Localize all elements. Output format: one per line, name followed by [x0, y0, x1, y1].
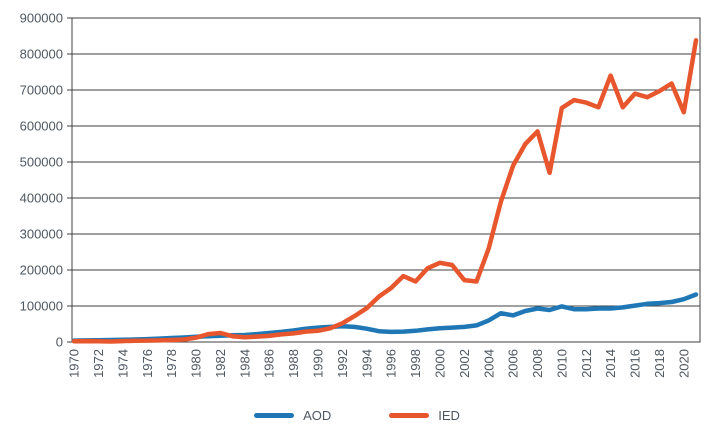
x-axis-label: 2008: [530, 349, 545, 378]
y-axis-label: 400000: [20, 191, 63, 206]
x-axis-label: 1976: [140, 349, 155, 378]
x-axis-label: 2004: [481, 349, 496, 378]
x-axis-label: 1984: [237, 349, 252, 378]
x-axis-label: 2000: [432, 349, 447, 378]
legend-label-ied: IED: [438, 408, 460, 423]
x-axis-label: 2018: [652, 349, 667, 378]
series-ied-line: [71, 38, 699, 344]
x-axis-label: 1988: [286, 349, 301, 378]
x-axis-label: 1978: [164, 349, 179, 378]
y-axis-label: 600000: [20, 119, 63, 134]
legend-swatch-aod: [254, 413, 295, 418]
x-axis-label: 2002: [457, 349, 472, 378]
x-axis-label: 1972: [91, 349, 106, 378]
y-axis-label: 100000: [20, 299, 63, 314]
x-axis-label: 2010: [554, 349, 569, 378]
x-axis-label: 1990: [310, 349, 325, 378]
x-axis-label: 2006: [506, 349, 521, 378]
legend-item-ied: IED: [389, 408, 460, 423]
x-axis-label: 1980: [189, 349, 204, 378]
legend-swatch-ied: [389, 413, 430, 418]
y-axis-label: 300000: [20, 227, 63, 242]
legend-item-aod: AOD: [254, 408, 331, 423]
x-axis-label: 1996: [384, 349, 399, 378]
y-axis-label: 800000: [20, 47, 63, 62]
plot-border: [71, 17, 701, 343]
x-axis-label: 2012: [579, 349, 594, 378]
x-axis-label: 1970: [67, 349, 82, 378]
chart-canvas: 0 100000 200000 300000 400000 500000 600000 700…: [20, 11, 701, 378]
x-axis-label: 1986: [262, 349, 277, 378]
x-axis-label: 1982: [213, 349, 228, 378]
chart-legend: AOD IED: [0, 408, 714, 423]
legend-label-aod: AOD: [303, 408, 332, 423]
x-axis-label: 1974: [115, 349, 130, 378]
x-axis-label: 2014: [603, 349, 618, 378]
series-aod-line: [71, 292, 699, 343]
x-axis-label: 1994: [359, 349, 374, 378]
x-axis-label: 2020: [676, 349, 691, 378]
y-axis-label: 900000: [20, 11, 63, 26]
x-axis-label: 1998: [408, 349, 423, 378]
y-axis-label: 700000: [20, 83, 63, 98]
x-axis-label: 2016: [628, 349, 643, 378]
y-axis-label: 0: [56, 335, 63, 350]
x-axis-label: 1992: [335, 349, 350, 378]
y-axis-label: 500000: [20, 155, 63, 170]
y-axis-label: 200000: [20, 263, 63, 278]
